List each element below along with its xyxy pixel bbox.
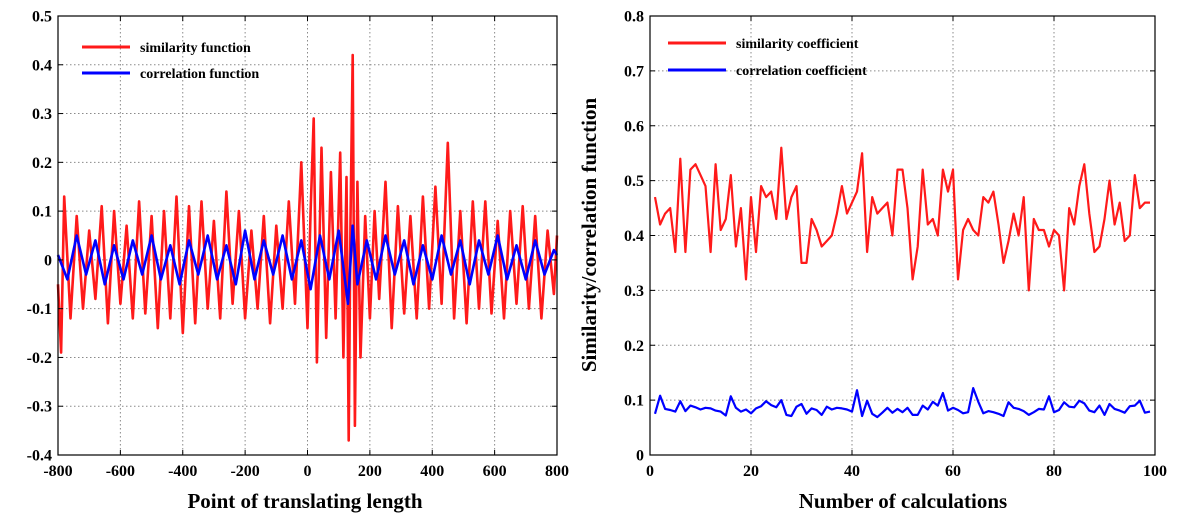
left-chart-series [56,53,559,442]
series-line-similarity-coefficient [653,146,1150,292]
x-tick-label: 40 [844,463,860,480]
series-line-similarity-function [56,53,559,442]
x-tick-label: 800 [545,463,569,480]
x-tick-label: -200 [230,463,259,480]
right-chart-legend: similarity coefficient correlation coeffi… [668,37,867,79]
legend-label: correlation coefficient [736,64,867,79]
right-chart-x-axis-label: Number of calculations [799,489,1007,513]
y-tick-label: 0.2 [32,155,52,172]
x-tick-label: 100 [1143,463,1167,480]
left-chart-ticks: -800 -600 -400 -200 0 200 400 600 800 -0.4 -0.3 -0.… [27,9,569,481]
y-tick-label: -0.1 [27,301,52,318]
x-tick-label: -800 [43,463,72,480]
x-tick-label: -600 [106,463,135,480]
right-chart-y-axis-label: Similarity/correlation function [577,98,601,373]
y-tick-label: 0 [44,252,52,269]
left-chart-panel: -800 -600 -400 -200 0 200 400 600 800 -0.4 -0.3 -0.… [27,9,569,514]
y-tick-label: 0.7 [624,63,644,80]
right-chart-series [653,146,1151,419]
x-tick-label: 0 [646,463,654,480]
y-tick-label: 0.8 [624,9,644,26]
legend-label: similarity function [140,41,251,56]
y-tick-label: 0.6 [624,118,644,135]
right-chart-ticks: 0 20 40 60 80 100 0 0.1 0.2 0.3 0.4 0.5 0.6 0.7 0.8 [624,9,1167,481]
x-tick-label: 80 [1046,463,1062,480]
x-tick-label: -400 [168,463,197,480]
y-tick-label: 0 [636,448,644,465]
y-tick-label: 0.3 [624,283,644,300]
y-tick-label: 0.3 [32,106,52,123]
y-tick-label: 0.1 [624,393,644,410]
y-tick-label: 0.5 [624,173,644,190]
y-tick-label: -0.3 [27,399,52,416]
x-tick-label: 200 [358,463,382,480]
left-chart-legend: similarity function correlation function [82,41,259,82]
y-tick-label: -0.2 [27,350,52,367]
y-tick-label: 0.4 [32,57,52,74]
y-tick-label: 0.2 [624,338,644,355]
y-tick-label: 0.1 [32,204,52,221]
y-tick-label: 0.5 [32,9,52,26]
y-tick-label: 0.4 [624,228,644,245]
legend-label: correlation function [140,67,259,82]
legend-label: similarity coefficient [736,37,859,52]
series-line-correlation-function [56,224,559,306]
x-tick-label: 20 [743,463,759,480]
right-chart-grid [650,16,1155,455]
x-tick-label: 0 [304,463,312,480]
x-tick-label: 600 [483,463,507,480]
right-chart-panel: 0 20 40 60 80 100 0 0.1 0.2 0.3 0.4 0.5 0.6 0.7 0.8 si… [577,9,1167,514]
x-tick-label: 60 [945,463,961,480]
left-chart-x-axis-label: Point of translating length [187,489,422,513]
series-line-correlation-coefficient [653,387,1151,419]
x-tick-label: 400 [420,463,444,480]
y-tick-label: -0.4 [27,448,52,465]
